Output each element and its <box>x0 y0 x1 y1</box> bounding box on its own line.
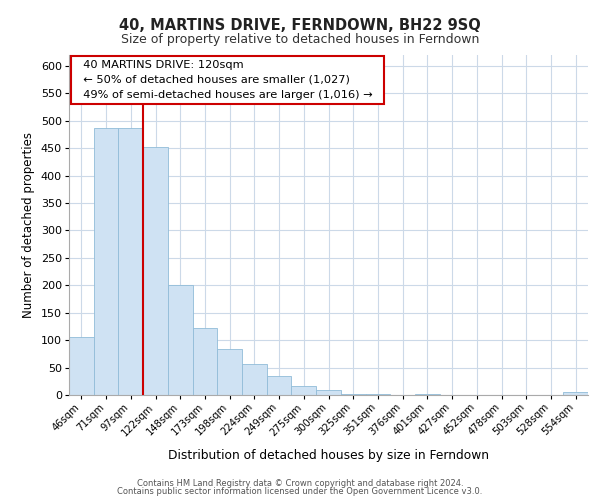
X-axis label: Distribution of detached houses by size in Ferndown: Distribution of detached houses by size … <box>168 448 489 462</box>
Bar <box>168 286 193 395</box>
Y-axis label: Number of detached properties: Number of detached properties <box>22 132 35 318</box>
Text: Contains HM Land Registry data © Crown copyright and database right 2024.: Contains HM Land Registry data © Crown c… <box>137 478 463 488</box>
Bar <box>118 128 143 395</box>
Bar <box>143 147 168 395</box>
Bar <box>69 338 94 395</box>
Bar <box>267 376 292 395</box>
Text: 40, MARTINS DRIVE, FERNDOWN, BH22 9SQ: 40, MARTINS DRIVE, FERNDOWN, BH22 9SQ <box>119 18 481 32</box>
Bar <box>563 392 588 395</box>
Bar <box>292 386 316 395</box>
Bar <box>365 394 390 395</box>
Text: Contains public sector information licensed under the Open Government Licence v3: Contains public sector information licen… <box>118 487 482 496</box>
Bar <box>193 328 217 395</box>
Bar <box>94 128 118 395</box>
Bar <box>316 390 341 395</box>
Bar <box>217 350 242 395</box>
Bar <box>415 394 440 395</box>
Text: Size of property relative to detached houses in Ferndown: Size of property relative to detached ho… <box>121 32 479 46</box>
Text: 40 MARTINS DRIVE: 120sqm  
  ← 50% of detached houses are smaller (1,027)  
  49: 40 MARTINS DRIVE: 120sqm ← 50% of detach… <box>76 60 380 100</box>
Bar <box>341 394 365 395</box>
Bar <box>242 364 267 395</box>
